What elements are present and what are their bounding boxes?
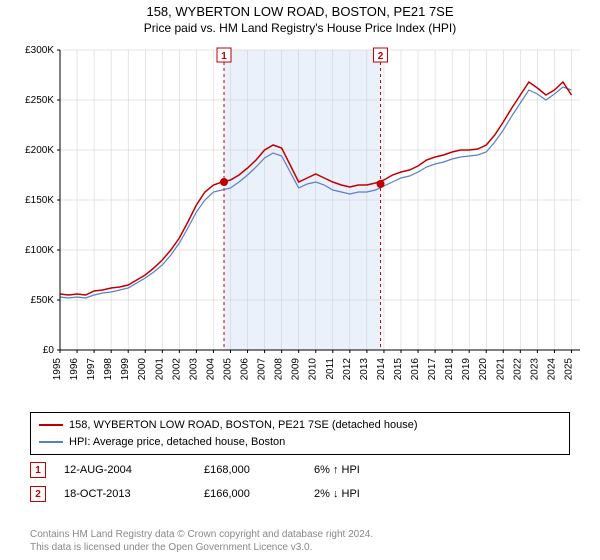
svg-text:2015: 2015 bbox=[393, 358, 404, 381]
legend-swatch bbox=[39, 441, 63, 443]
svg-text:2025: 2025 bbox=[563, 358, 574, 381]
svg-text:2009: 2009 bbox=[291, 358, 302, 381]
svg-text:1995: 1995 bbox=[52, 358, 63, 381]
svg-text:£250K: £250K bbox=[25, 95, 54, 106]
sale-badge: 1 bbox=[30, 462, 46, 478]
sale-date: 18-OCT-2013 bbox=[64, 488, 204, 500]
title-address: 158, WYBERTON LOW ROAD, BOSTON, PE21 7SE bbox=[0, 4, 600, 19]
chart-svg: £0 £50K £100K £150K £200K £250K £300K 1995 1996 1… bbox=[10, 44, 590, 404]
svg-text:2014: 2014 bbox=[376, 358, 387, 381]
svg-text:2005: 2005 bbox=[222, 358, 233, 381]
sale-row: 2 18-OCT-2013£166,0002% ↓ HPI bbox=[30, 482, 434, 506]
sales-table: 1 12-AUG-2004£168,0006% ↑ HPI 2 18-OCT-2013… bbox=[30, 458, 434, 506]
svg-text:2022: 2022 bbox=[512, 358, 523, 381]
sale-row: 1 12-AUG-2004£168,0006% ↑ HPI bbox=[30, 458, 434, 482]
sale-vs-hpi: 2% ↓ HPI bbox=[314, 488, 434, 500]
sale-price: £166,000 bbox=[204, 488, 314, 500]
svg-text:1: 1 bbox=[221, 51, 227, 62]
svg-text:1996: 1996 bbox=[69, 358, 80, 381]
svg-text:2023: 2023 bbox=[529, 358, 540, 381]
footer-line2: This data is licensed under the Open Gov… bbox=[30, 541, 373, 554]
chart-container: 158, WYBERTON LOW ROAD, BOSTON, PE21 7SE… bbox=[0, 0, 600, 560]
svg-text:2012: 2012 bbox=[342, 358, 353, 381]
sale-vs-hpi: 6% ↑ HPI bbox=[314, 464, 434, 476]
svg-text:2010: 2010 bbox=[308, 358, 319, 381]
sale-date: 12-AUG-2004 bbox=[64, 464, 204, 476]
legend-label: 158, WYBERTON LOW ROAD, BOSTON, PE21 7SE… bbox=[69, 417, 417, 434]
svg-text:2007: 2007 bbox=[257, 358, 268, 381]
svg-text:2003: 2003 bbox=[188, 358, 199, 381]
svg-text:2020: 2020 bbox=[478, 358, 489, 381]
svg-text:2000: 2000 bbox=[137, 358, 148, 381]
legend-label: HPI: Average price, detached house, Bost… bbox=[69, 434, 285, 451]
svg-text:2: 2 bbox=[378, 51, 384, 62]
svg-text:£0: £0 bbox=[43, 345, 55, 356]
svg-text:2006: 2006 bbox=[240, 358, 251, 381]
svg-text:2008: 2008 bbox=[274, 358, 285, 381]
svg-text:£100K: £100K bbox=[25, 245, 54, 256]
svg-text:1998: 1998 bbox=[103, 358, 114, 381]
chart-area: £0 £50K £100K £150K £200K £250K £300K 1995 1996 1… bbox=[10, 44, 590, 404]
legend-row: 158, WYBERTON LOW ROAD, BOSTON, PE21 7SE… bbox=[39, 417, 561, 434]
svg-text:2004: 2004 bbox=[205, 358, 216, 381]
title-subtitle: Price paid vs. HM Land Registry's House … bbox=[0, 21, 600, 35]
legend: 158, WYBERTON LOW ROAD, BOSTON, PE21 7SE… bbox=[30, 412, 570, 455]
legend-swatch bbox=[39, 424, 63, 426]
svg-text:2017: 2017 bbox=[427, 358, 438, 381]
svg-text:2021: 2021 bbox=[495, 358, 506, 381]
title-block: 158, WYBERTON LOW ROAD, BOSTON, PE21 7SE… bbox=[0, 0, 600, 35]
footer-license: Contains HM Land Registry data © Crown c… bbox=[30, 528, 373, 554]
svg-text:2011: 2011 bbox=[325, 358, 336, 380]
sale-price: £168,000 bbox=[204, 464, 314, 476]
svg-text:2019: 2019 bbox=[461, 358, 472, 381]
svg-text:£300K: £300K bbox=[25, 45, 54, 56]
svg-text:£150K: £150K bbox=[25, 195, 54, 206]
footer-line1: Contains HM Land Registry data © Crown c… bbox=[30, 528, 373, 541]
svg-text:2001: 2001 bbox=[154, 358, 165, 381]
svg-text:2024: 2024 bbox=[546, 358, 557, 381]
svg-text:1997: 1997 bbox=[86, 358, 97, 381]
svg-text:1999: 1999 bbox=[120, 358, 131, 381]
legend-row: HPI: Average price, detached house, Bost… bbox=[39, 434, 561, 451]
svg-text:2013: 2013 bbox=[359, 358, 370, 381]
svg-text:£50K: £50K bbox=[31, 295, 55, 306]
svg-text:2002: 2002 bbox=[171, 358, 182, 381]
svg-text:2018: 2018 bbox=[444, 358, 455, 381]
svg-text:£200K: £200K bbox=[25, 145, 54, 156]
sale-badge: 2 bbox=[30, 486, 46, 502]
svg-text:2016: 2016 bbox=[410, 358, 421, 381]
